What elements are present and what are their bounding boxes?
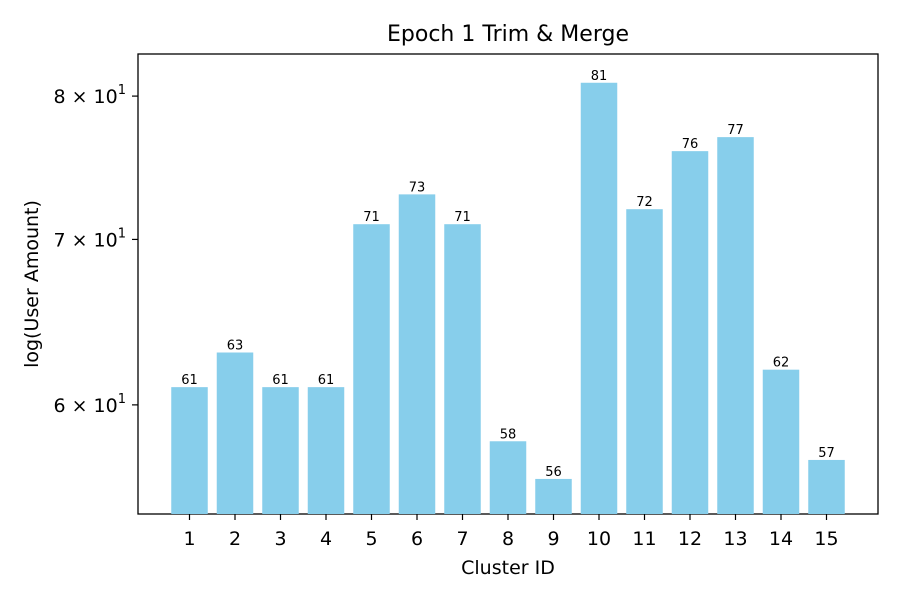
data-label-cluster-10: 81 [591, 69, 608, 84]
data-label-cluster-9: 56 [545, 465, 562, 480]
bar-cluster-6 [398, 194, 436, 514]
bar-cluster-4 [307, 387, 345, 514]
x-tick-label: 7 [456, 528, 468, 550]
x-tick-label: 3 [274, 528, 286, 550]
bar-cluster-5 [353, 224, 390, 514]
bar-cluster-1 [171, 387, 208, 514]
y-axis-label: log(User Amount) [21, 200, 43, 368]
x-tick-label: 5 [365, 528, 377, 550]
x-tick-label: 6 [411, 528, 423, 550]
data-label-cluster-7: 71 [454, 210, 471, 225]
y-tick-label: 6 × 101 [53, 392, 126, 417]
data-label-cluster-1: 61 [181, 373, 198, 388]
bar-cluster-8 [489, 441, 527, 514]
bar-cluster-13 [717, 137, 754, 514]
x-tick-label: 1 [183, 528, 195, 550]
x-tick-label: 14 [769, 528, 793, 550]
x-tick-label: 9 [547, 528, 559, 550]
x-tick-label: 12 [678, 528, 702, 550]
x-tick-label: 2 [229, 528, 241, 550]
data-label-cluster-14: 62 [773, 356, 790, 371]
data-label-cluster-5: 71 [363, 210, 380, 225]
bar-cluster-9 [535, 478, 572, 514]
bars-layer [171, 82, 845, 514]
data-labels-layer: 61 63 61 61 71 73 71 58 56 81 72 76 77 62 57 [181, 69, 835, 480]
y-tick-label: 7 × 101 [53, 226, 126, 251]
data-label-cluster-13: 77 [727, 123, 744, 138]
x-tick-label: 8 [502, 528, 514, 550]
data-label-cluster-3: 61 [272, 373, 289, 388]
data-label-cluster-6: 73 [409, 180, 426, 195]
x-tick-label: 11 [632, 528, 656, 550]
bar-cluster-14 [762, 369, 800, 514]
data-label-cluster-15: 57 [818, 446, 835, 461]
data-label-cluster-2: 63 [227, 339, 244, 354]
x-axis: 1 2 3 4 5 6 7 8 9 10 11 12 13 14 15 [183, 514, 839, 550]
bar-cluster-11 [626, 209, 663, 514]
data-label-cluster-11: 72 [636, 195, 653, 210]
x-tick-label: 15 [814, 528, 838, 550]
y-tick-label: 8 × 101 [53, 83, 126, 108]
bar-cluster-7 [444, 224, 481, 514]
x-tick-label: 10 [587, 528, 611, 550]
bar-cluster-10 [580, 82, 618, 514]
bar-cluster-15 [808, 459, 845, 514]
x-tick-label: 4 [320, 528, 332, 550]
y-axis: 6 × 101 7 × 101 8 × 101 [53, 83, 138, 417]
data-label-cluster-8: 58 [500, 427, 517, 442]
data-label-cluster-12: 76 [682, 137, 699, 152]
x-axis-label: Cluster ID [461, 557, 555, 579]
x-tick-label: 13 [723, 528, 747, 550]
bar-cluster-12 [671, 151, 709, 514]
bar-cluster-3 [262, 387, 299, 514]
bar-cluster-2 [216, 352, 254, 514]
data-label-cluster-4: 61 [318, 373, 335, 388]
chart-title: Epoch 1 Trim & Merge [387, 22, 629, 47]
